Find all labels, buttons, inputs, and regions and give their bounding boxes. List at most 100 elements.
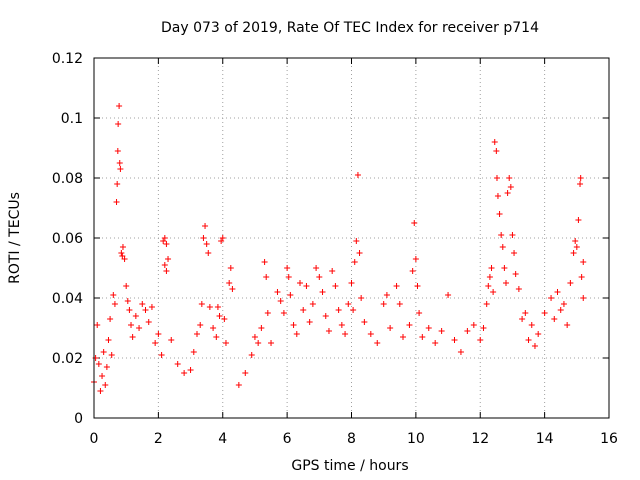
data-point [105,337,112,343]
data-point [198,301,205,307]
x-tick-label: 14 [536,431,554,447]
data-point [531,343,538,349]
data-point [280,310,287,316]
data-point [300,307,307,313]
data-point [219,235,226,241]
data-point [432,340,439,346]
data-point [103,364,110,370]
data-point [277,298,284,304]
data-point [121,256,128,262]
data-point [494,193,501,199]
data-point [155,331,162,337]
data-point [509,232,516,238]
data-point [577,181,584,187]
data-point [483,301,490,307]
data-point [285,274,292,280]
data-point [181,370,188,376]
data-point [496,211,503,217]
data-point [348,280,355,286]
data-point [350,307,357,313]
data-point [573,244,580,250]
data-point [287,292,294,298]
data-point [242,370,249,376]
data-point [411,220,418,226]
data-point [464,328,471,334]
data-point [268,340,275,346]
data-point [118,250,125,256]
data-point [488,265,495,271]
x-tick-label: 2 [154,431,163,447]
data-point [163,268,170,274]
data-point [451,337,458,343]
data-point [564,322,571,328]
data-point [575,217,582,223]
data-point [393,283,400,289]
data-point [480,325,487,331]
data-point [445,292,452,298]
data-point [124,298,131,304]
data-point [491,139,498,145]
data-point [114,148,121,154]
data-point [174,361,181,367]
data-point [577,175,584,181]
data-point [194,331,200,337]
data-point [197,322,204,328]
x-tick-label: 10 [407,431,425,447]
chart-title: Day 073 of 2019, Rate Of TEC Index for r… [161,20,539,36]
data-point [95,361,102,367]
data-point [528,322,535,328]
data-point [203,241,210,247]
y-tick-label: 0.08 [52,171,83,187]
data-point [126,307,133,313]
data-point [486,274,493,280]
data-point [139,301,146,307]
data-point [94,322,101,328]
data-point [342,331,349,337]
data-point [116,103,123,109]
data-point [572,238,579,244]
data-point [485,283,492,289]
data-point [274,289,281,295]
data-point [498,232,505,238]
data-point [258,325,265,331]
data-point [107,316,114,322]
data-point [108,352,115,358]
data-point [438,328,445,334]
data-point [213,334,220,340]
x-tick-label: 0 [90,431,99,447]
data-point [335,307,342,313]
x-tick-label: 16 [600,431,618,447]
data-point [512,271,519,277]
data-point [319,289,326,295]
data-point [316,274,323,280]
data-point [425,325,432,331]
data-point [110,292,117,298]
data-point [541,310,548,316]
data-point [504,190,511,196]
data-point [501,265,508,271]
y-tick-label: 0.12 [52,51,83,67]
data-point [409,268,416,274]
data-point [222,340,229,346]
data-point [351,259,358,265]
data-point [202,223,209,229]
data-point [412,256,419,262]
axis-ticks: 0 2 4 6 8 10 12 14 16 0 0.02 0.04 0.06 0.08 0.1 0.12 [52,51,618,447]
data-point [309,301,316,307]
data-point [145,319,152,325]
data-point [117,166,124,172]
data-point [99,373,106,379]
data-point [490,289,497,295]
data-point [161,262,168,268]
y-tick-label: 0.02 [52,351,83,367]
data-point [136,325,143,331]
data-point [226,280,233,286]
data-point [493,175,500,181]
data-point [367,331,374,337]
data-point [525,337,532,343]
data-point [152,340,159,346]
data-point [290,322,297,328]
y-tick-label: 0.06 [52,231,83,247]
data-point [116,160,123,166]
